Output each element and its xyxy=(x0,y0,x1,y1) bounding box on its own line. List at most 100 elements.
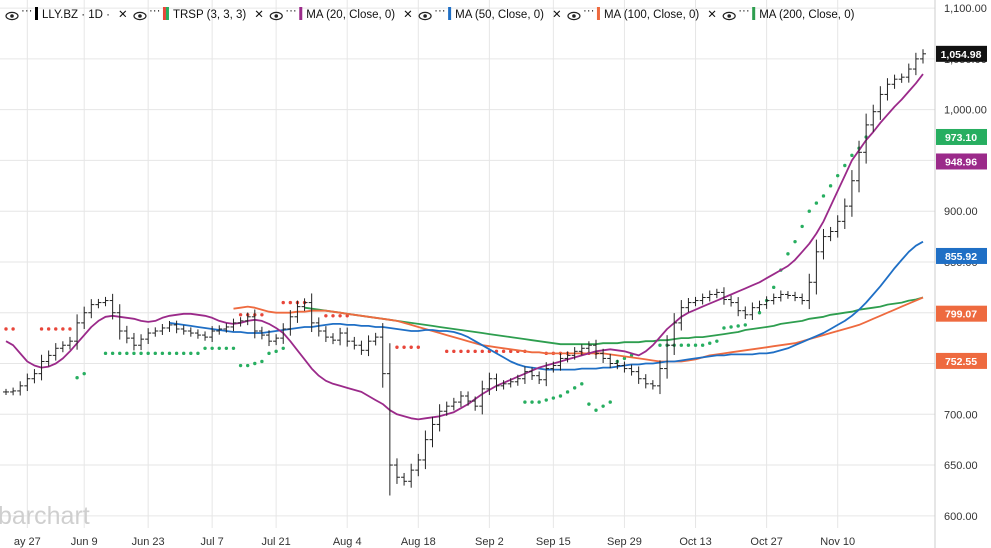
trsp-dot-green xyxy=(153,351,157,356)
last-value-label: 855.92 xyxy=(936,247,987,264)
eye-outline xyxy=(269,11,283,21)
series-color-swatch xyxy=(35,7,38,20)
legend-label: MA (20, Close, 0) xyxy=(306,9,395,21)
last-value-label: 948.96 xyxy=(936,153,987,170)
ohlc-bar xyxy=(465,391,472,406)
eye-icon xyxy=(567,11,581,21)
ohlc-bar xyxy=(24,373,31,392)
trsp-dot-green xyxy=(601,404,605,408)
ohlc-bar xyxy=(436,404,443,432)
trsp-dot-red xyxy=(39,327,44,331)
chart-grid xyxy=(0,0,936,548)
ohlc-bars xyxy=(3,49,926,496)
ohlc-bar xyxy=(486,372,493,395)
last-value-bg xyxy=(936,247,987,264)
more-options-icon: ··· xyxy=(149,5,161,17)
ohlc-bar xyxy=(820,228,827,260)
ohlc-bar xyxy=(813,239,820,295)
more-options-icon: ··· xyxy=(583,5,595,17)
ohlc-bar xyxy=(877,86,884,120)
trsp-dot-red xyxy=(238,313,243,317)
ohlc-bar xyxy=(237,317,244,327)
ohlc-bar xyxy=(614,359,621,370)
ohlc-bar xyxy=(251,309,258,339)
ohlc-bar xyxy=(656,360,663,395)
ohlc-bar xyxy=(450,397,457,411)
trsp-dot-green xyxy=(807,209,811,213)
x-tick-label: Nov 10 xyxy=(820,536,855,548)
trsp-dot-red xyxy=(4,327,8,331)
trsp-dot-red xyxy=(68,327,72,331)
close-icon: ✕ xyxy=(707,9,717,21)
trsp-dot-green xyxy=(110,351,115,356)
ohlc-bar xyxy=(379,323,386,388)
ohlc-bar xyxy=(685,298,692,313)
trsp-dot-green xyxy=(793,239,797,244)
eye-outline xyxy=(133,11,147,21)
ohlc-bar xyxy=(642,374,649,389)
ohlc-bar xyxy=(692,296,699,307)
trsp-dot-green xyxy=(245,363,250,368)
trsp-dot-green xyxy=(238,363,243,368)
trsp-dot-green xyxy=(75,376,79,380)
y-tick-label: 600.00 xyxy=(944,511,978,523)
x-tick-label: Sep 29 xyxy=(607,536,642,548)
ohlc-bar xyxy=(777,290,784,302)
series-color-swatch xyxy=(165,7,169,20)
ohlc-bar xyxy=(38,354,45,381)
legend-label: MA (100, Close, 0) xyxy=(604,9,699,21)
trsp-dot-green xyxy=(139,351,143,356)
legend-item: ··· MA (50, Close, 0) ✕ xyxy=(418,5,562,21)
date-axis[interactable]: ay 27 Jun 9 Jun 23 Jul 7 Jul 21 Aug 4 Aug 18 Se… xyxy=(14,536,855,548)
x-tick-label: Aug 4 xyxy=(333,536,362,548)
trsp-dot-green xyxy=(253,361,257,366)
ohlc-bar xyxy=(848,170,855,217)
ohlc-bar xyxy=(422,430,429,470)
trsp-dot-green xyxy=(189,351,193,356)
ohlc-bar xyxy=(344,327,351,347)
last-value-bg xyxy=(936,45,987,62)
ohlc-bar xyxy=(664,335,671,379)
ohlc-bar xyxy=(493,373,500,392)
ohlc-bar xyxy=(358,340,365,355)
eye-pupil xyxy=(423,14,427,18)
ohlc-bar xyxy=(88,299,95,319)
ohlc-bar xyxy=(529,367,536,380)
trsp-dot-red xyxy=(395,345,399,349)
eye-icon xyxy=(418,11,432,21)
ohlc-bar xyxy=(116,304,123,340)
x-tick-label: ay 27 xyxy=(14,536,41,548)
more-options-icon: ··· xyxy=(285,5,297,17)
ohlc-bar xyxy=(557,353,564,371)
ohlc-bar xyxy=(756,300,763,312)
ohlc-bar xyxy=(351,336,358,350)
trsp-dot-red xyxy=(501,349,506,354)
ma200-line xyxy=(304,296,924,346)
ohlc-bar xyxy=(130,332,137,351)
ohlc-bar xyxy=(863,113,870,164)
trsp-dot-green xyxy=(828,184,833,188)
trsp-dot-green xyxy=(743,323,747,327)
trsp-dot-green xyxy=(203,346,207,350)
x-tick-label: Jun 23 xyxy=(132,536,165,548)
ohlc-bar xyxy=(920,49,926,64)
eye-pupil xyxy=(727,14,731,18)
trsp-dot-green xyxy=(821,194,826,198)
ohlc-bar xyxy=(521,366,528,384)
ohlc-bar xyxy=(543,362,550,387)
ohlc-bar xyxy=(393,458,400,484)
more-options-icon: ··· xyxy=(738,5,750,17)
last-value-bg xyxy=(936,153,987,170)
ohlc-bar xyxy=(856,140,863,193)
ohlc-bar xyxy=(180,325,187,335)
trsp-dot-green xyxy=(82,371,86,376)
ohlc-bar xyxy=(720,287,727,305)
last-value-text: 752.55 xyxy=(945,356,977,368)
ohlc-bar xyxy=(287,310,294,336)
x-tick-label: Oct 27 xyxy=(750,536,782,548)
ohlc-bar xyxy=(536,371,543,385)
trsp-dot-green xyxy=(700,343,705,347)
series-color-swatch xyxy=(596,7,600,20)
ohlc-bar xyxy=(770,293,777,305)
